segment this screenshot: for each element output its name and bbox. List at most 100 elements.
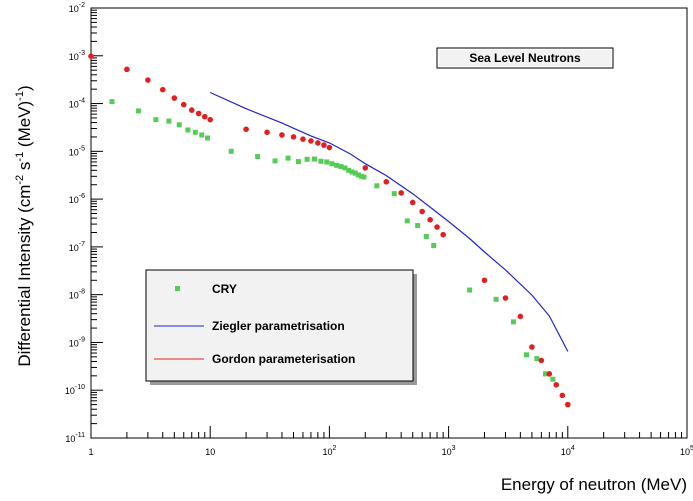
cry-point xyxy=(349,169,355,175)
cry-point xyxy=(361,174,367,180)
gordon-point xyxy=(553,381,560,388)
y-axis-ticks xyxy=(91,9,103,439)
cry-point xyxy=(166,118,172,124)
cry-point xyxy=(404,218,410,224)
gordon-point xyxy=(315,140,321,146)
gordon-point xyxy=(308,138,314,144)
gordon-point xyxy=(517,313,524,320)
cry-point xyxy=(199,132,205,138)
x-tick-label: 105 xyxy=(680,445,693,457)
y-axis-tick-labels: 10-2 10-3 10-4 10-5 10-6 10-7 10-8 10-9 10-10 10-… xyxy=(65,2,85,444)
cry-point xyxy=(423,233,429,239)
gordon-point xyxy=(207,116,213,123)
x-tick-label: 103 xyxy=(442,445,456,457)
gordon-point xyxy=(290,134,297,140)
gordon-point xyxy=(440,231,446,238)
legend-label-gordon: Gordon parameterisation xyxy=(212,352,355,366)
cry-point xyxy=(153,117,159,123)
cry-point xyxy=(135,108,141,114)
series-1 xyxy=(109,99,556,382)
y-tick-label: 10-4 xyxy=(69,98,85,110)
gordon-point xyxy=(124,66,130,73)
gordon-point xyxy=(383,179,390,185)
cry-point xyxy=(542,371,548,377)
gordon-point xyxy=(538,357,545,364)
cry-point xyxy=(324,159,330,165)
series-layer xyxy=(88,53,571,408)
gordon-point xyxy=(188,107,195,113)
gordon-point xyxy=(362,165,369,171)
cry-point xyxy=(374,183,380,189)
cry-point xyxy=(467,287,473,293)
series-2 xyxy=(209,91,569,352)
x-tick-label: 104 xyxy=(561,445,575,457)
y-tick-label: 10-2 xyxy=(69,2,85,14)
y-tick-label: 10-10 xyxy=(65,384,85,396)
cry-point xyxy=(493,296,499,302)
y-tick-label: 10-7 xyxy=(69,241,85,253)
cry-point xyxy=(342,165,348,171)
gordon-point xyxy=(145,77,151,83)
cry-point xyxy=(285,155,291,161)
cry-point xyxy=(255,153,261,159)
gordon-point xyxy=(159,86,166,93)
legend-label-ziegler: Ziegler parametrisation xyxy=(212,319,345,333)
y-tick-label: 10-3 xyxy=(69,50,85,62)
gordon-point xyxy=(419,208,425,215)
cry-point xyxy=(312,156,318,162)
cry-point xyxy=(176,122,182,128)
chart-title: Sea Level Neutrons xyxy=(469,51,581,65)
gordon-point xyxy=(88,53,94,59)
y-tick-label: 10-9 xyxy=(69,336,85,348)
cry-point xyxy=(391,191,397,197)
cry-point xyxy=(431,242,437,248)
cry-point xyxy=(338,164,344,170)
cry-point xyxy=(318,158,324,164)
y-axis-title: Differential Intensity (cm-2 s-1 (MeV)-1… xyxy=(14,85,34,366)
cry-point xyxy=(534,356,540,362)
cry-point xyxy=(346,167,352,173)
gordon-point xyxy=(279,132,285,138)
y-tick-label: 10-6 xyxy=(69,193,85,205)
gordon-point xyxy=(201,113,208,120)
cry-point xyxy=(523,352,529,358)
cry-point xyxy=(510,319,516,325)
gordon-point xyxy=(180,101,187,108)
gordon-point xyxy=(264,129,270,136)
gordon-point xyxy=(559,392,566,399)
series-3 xyxy=(88,53,571,408)
legend-marker-cry xyxy=(175,286,180,291)
gordon-point xyxy=(195,110,202,117)
x-tick-label: 102 xyxy=(322,445,336,457)
gordon-point xyxy=(434,224,440,230)
y-tick-label: 10-11 xyxy=(65,432,85,444)
y-tick-label: 10-8 xyxy=(69,289,85,301)
gordon-point xyxy=(409,199,416,206)
ziegler-line xyxy=(209,91,569,352)
x-axis-title: Energy of neutron (MeV) xyxy=(501,475,687,494)
x-tick-label: 1 xyxy=(88,447,93,457)
cry-point xyxy=(415,223,421,229)
cry-point xyxy=(550,376,556,382)
cry-point xyxy=(334,162,340,168)
y-tick-label: 10-5 xyxy=(69,145,85,157)
cry-point xyxy=(109,99,115,105)
gordon-point xyxy=(546,371,553,377)
cry-point xyxy=(329,161,335,167)
cry-point xyxy=(352,170,358,176)
legend: CRY Ziegler parametrisation Gordon param… xyxy=(145,269,417,385)
cry-point xyxy=(295,159,301,165)
chart-title-box: Sea Level Neutrons xyxy=(436,47,614,69)
gordon-point xyxy=(502,295,509,301)
gordon-point xyxy=(427,216,433,223)
legend-label-cry: CRY xyxy=(212,282,237,296)
gordon-point xyxy=(171,95,178,101)
gordon-point xyxy=(321,142,327,148)
x-axis-ticks xyxy=(90,426,683,438)
cry-point xyxy=(185,127,191,133)
x-tick-label: 10 xyxy=(205,447,215,457)
cry-point xyxy=(358,173,364,179)
gordon-point xyxy=(481,277,488,284)
gordon-point xyxy=(326,144,333,151)
gordon-point xyxy=(243,126,249,133)
